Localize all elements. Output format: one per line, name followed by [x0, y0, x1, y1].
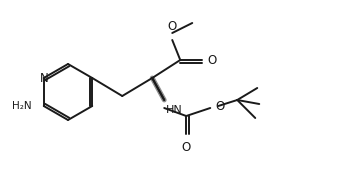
Text: O: O	[215, 99, 224, 113]
Text: HN: HN	[166, 105, 183, 115]
Text: O: O	[207, 54, 216, 66]
Text: N: N	[39, 71, 48, 84]
Text: H₂N: H₂N	[12, 101, 32, 111]
Text: O: O	[167, 20, 177, 33]
Text: O: O	[182, 141, 191, 154]
